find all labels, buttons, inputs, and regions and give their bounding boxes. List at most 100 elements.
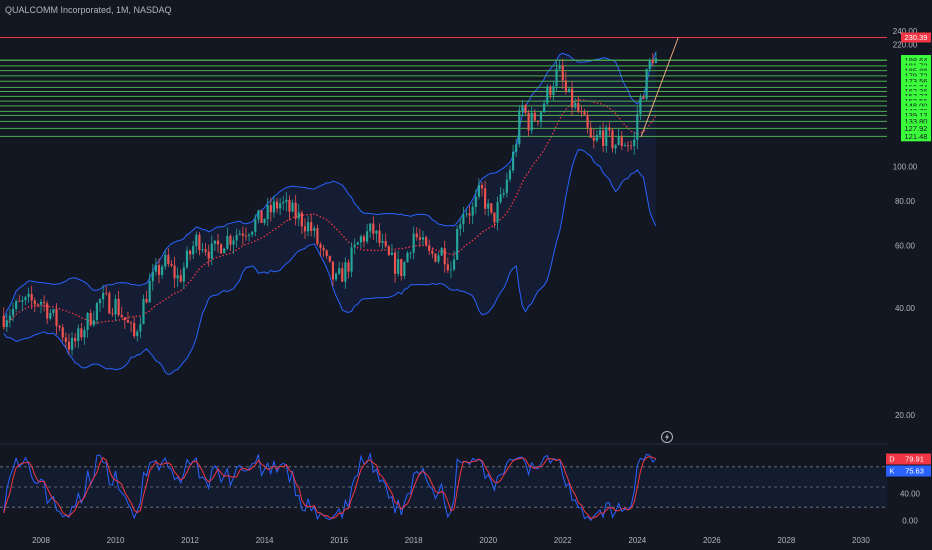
candle-body — [456, 229, 459, 260]
candle-body — [133, 323, 136, 337]
candle-body — [322, 247, 325, 251]
candle-body — [241, 233, 244, 236]
candle-body — [493, 212, 496, 223]
candle-body — [440, 248, 443, 256]
candle-body — [639, 97, 642, 115]
sma-line — [3, 99, 657, 328]
candle-body — [120, 314, 123, 318]
candle-body — [182, 267, 185, 282]
support-badge-label: 133.80 — [905, 117, 928, 126]
candle-body — [490, 203, 493, 213]
candle-body — [74, 337, 77, 342]
candle-body — [642, 97, 645, 99]
candle-body — [567, 88, 571, 92]
lightning-bolt-icon[interactable] — [661, 431, 673, 443]
candle-body — [102, 292, 105, 300]
candle-body — [508, 170, 512, 180]
candle-body — [381, 241, 384, 243]
candle-body — [468, 213, 471, 216]
candle-body — [195, 234, 198, 247]
time-tick-label: 2016 — [330, 536, 348, 545]
candle-body — [52, 309, 55, 313]
candle-body — [288, 199, 291, 212]
candle-body — [260, 210, 263, 223]
candle-body — [129, 322, 133, 324]
candle-body — [157, 264, 161, 275]
candle-body — [521, 105, 524, 111]
candle-body — [620, 136, 623, 147]
candle-body — [235, 234, 238, 241]
oscillator-value-label: 79.91 — [905, 455, 924, 464]
candle-body — [452, 259, 456, 270]
main-pane — [0, 36, 887, 376]
oscillator-value-label: 75.63 — [905, 467, 924, 476]
candle-body — [353, 244, 356, 248]
candle-body — [449, 269, 453, 271]
support-badge — [901, 65, 931, 76]
candle-body — [30, 293, 33, 301]
candle-body — [123, 317, 126, 321]
candle-body — [105, 292, 108, 294]
candle-body — [515, 144, 518, 152]
candle-body — [39, 301, 43, 305]
candle-body — [359, 236, 362, 243]
candle-body — [378, 230, 381, 243]
candle-body — [291, 202, 294, 212]
oscillator-series-badge — [886, 453, 898, 465]
candle-body — [5, 320, 8, 327]
candle-body — [400, 259, 403, 277]
candle-body — [412, 233, 415, 253]
candle-body — [459, 224, 462, 230]
candle-body — [43, 301, 46, 304]
candle-body — [58, 325, 61, 328]
candle-body — [372, 223, 375, 234]
candle-body — [257, 210, 260, 220]
candle-body — [151, 271, 154, 282]
candle-body — [611, 130, 614, 149]
candle-body — [251, 231, 254, 235]
candle-body — [586, 115, 589, 128]
candle-body — [480, 184, 484, 189]
candle-body — [595, 135, 599, 141]
candle-body — [589, 127, 592, 138]
support-badge — [901, 116, 931, 127]
time-tick-label: 2010 — [107, 536, 125, 545]
candle-body — [11, 308, 15, 316]
candle-body — [89, 312, 92, 326]
candle-body — [338, 268, 341, 274]
candle-body — [580, 111, 583, 113]
candle-body — [549, 86, 552, 95]
candle-body — [210, 243, 213, 259]
oscillator-tick-label: 40.00 — [900, 490, 921, 499]
candle-body — [275, 201, 279, 209]
candle-body — [366, 231, 369, 242]
candle-body — [633, 139, 636, 147]
oscillator-value-badge — [898, 453, 931, 465]
candle-body — [108, 293, 111, 314]
candle-body — [505, 179, 508, 193]
time-tick-label: 2014 — [256, 536, 274, 545]
candle-body — [583, 111, 586, 116]
candle-body — [393, 252, 397, 274]
candle-body — [285, 199, 288, 203]
stoch-k-line — [3, 452, 657, 522]
support-badge — [901, 55, 931, 66]
candle-body — [536, 120, 540, 122]
candle-body — [282, 202, 285, 204]
candle-body — [434, 253, 437, 262]
candle-body — [77, 328, 80, 342]
candle-body — [15, 301, 18, 309]
candle-body — [487, 203, 490, 209]
candle-body — [46, 303, 49, 319]
support-badge — [901, 123, 931, 134]
candle-body — [61, 327, 64, 338]
candle-body — [21, 300, 24, 302]
candle-body — [170, 264, 173, 266]
candle-body — [263, 218, 266, 223]
candle-body — [462, 214, 465, 225]
candle-body — [527, 112, 530, 131]
candle-body — [362, 236, 366, 242]
candle-body — [397, 259, 400, 274]
candle-body — [173, 265, 176, 279]
